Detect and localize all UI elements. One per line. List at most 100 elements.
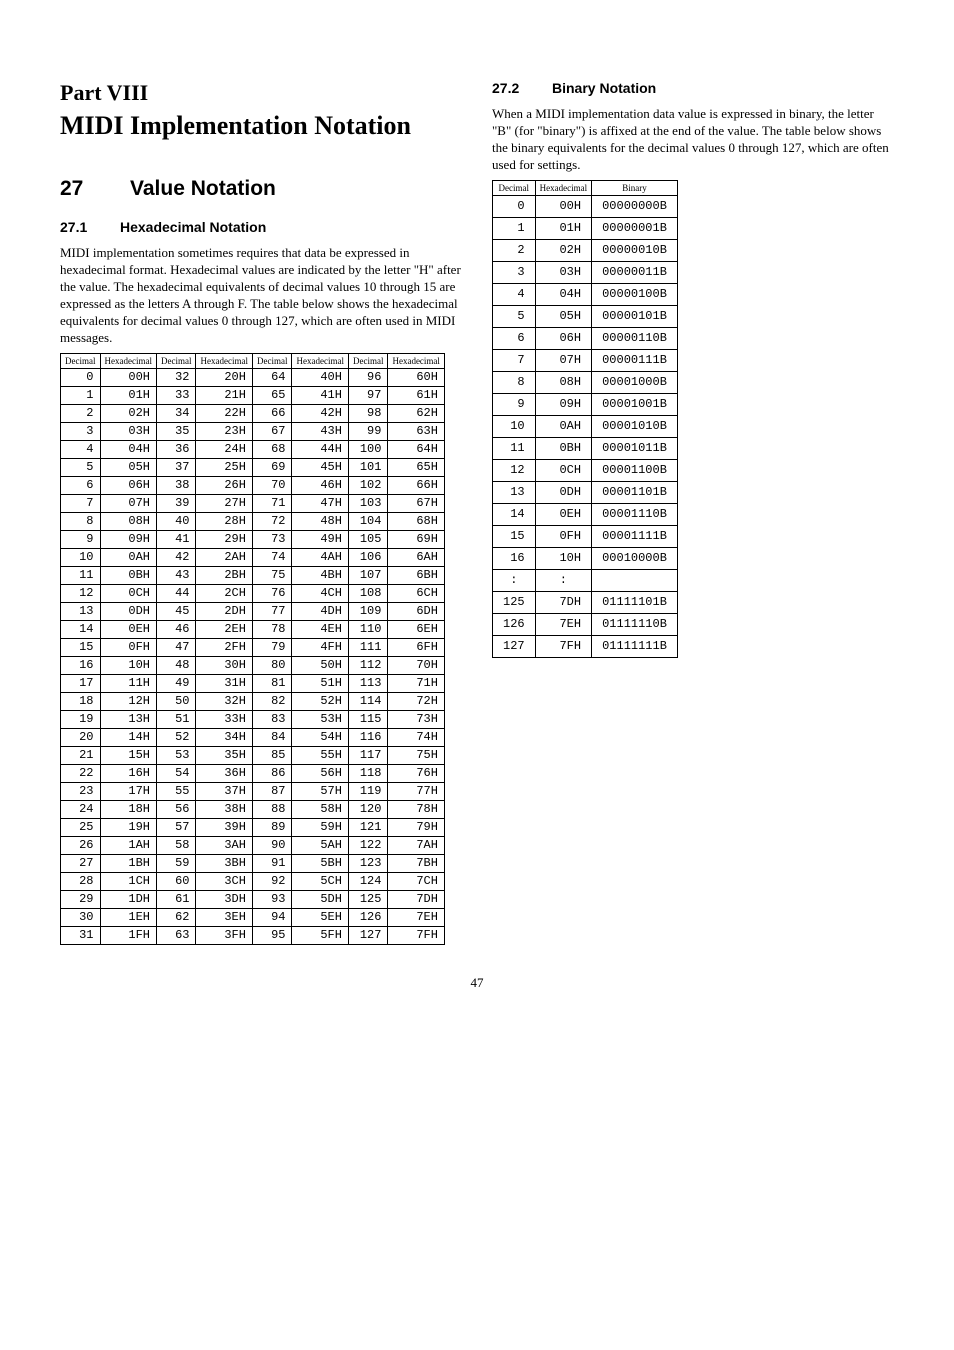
hex-cell: 09H xyxy=(535,393,591,415)
ellipsis-cell: : xyxy=(493,569,536,591)
hex-cell: 6CH xyxy=(388,584,444,602)
hex-cell: 64H xyxy=(388,440,444,458)
dec-cell: 43 xyxy=(156,566,196,584)
hex-cell: 20H xyxy=(196,368,252,386)
hex-cell: 26H xyxy=(196,476,252,494)
dec-cell: 125 xyxy=(493,591,536,613)
hex-cell: 16H xyxy=(100,764,156,782)
section-271-title: Hexadecimal Notation xyxy=(120,219,266,235)
hex-cell: 5CH xyxy=(292,872,348,890)
hex-cell: 63H xyxy=(388,422,444,440)
bin-cell: 00000101B xyxy=(592,305,678,327)
bin-cell: 00001011B xyxy=(592,437,678,459)
dec-cell: 2 xyxy=(493,239,536,261)
hex-cell: 49H xyxy=(292,530,348,548)
table-row: 130DH00001101B xyxy=(493,481,678,503)
bin-cell: 00000010B xyxy=(592,239,678,261)
hex-cell: 0FH xyxy=(535,525,591,547)
table-row: 281CH603CH925CH1247CH xyxy=(61,872,445,890)
hex-cell: 0BH xyxy=(100,566,156,584)
table-row: 150FH00001111B xyxy=(493,525,678,547)
hex-cell: 33H xyxy=(196,710,252,728)
dec-cell: 16 xyxy=(61,656,101,674)
hex-cell: 78H xyxy=(388,800,444,818)
hex-cell: 68H xyxy=(388,512,444,530)
dec-cell: 99 xyxy=(348,422,388,440)
table-row: 100AH422AH744AH1066AH xyxy=(61,548,445,566)
hex-cell: 66H xyxy=(388,476,444,494)
dec-cell: 46 xyxy=(156,620,196,638)
dec-cell: 14 xyxy=(61,620,101,638)
dec-cell: 2 xyxy=(61,404,101,422)
dec-cell: 98 xyxy=(348,404,388,422)
left-column: Part VIII MIDI Implementation Notation 2… xyxy=(60,80,462,945)
hex-cell: 50H xyxy=(292,656,348,674)
dec-cell: 124 xyxy=(348,872,388,890)
table-header: Decimal xyxy=(61,353,101,368)
dec-cell: 118 xyxy=(348,764,388,782)
table-row: 271BH593BH915BH1237BH xyxy=(61,854,445,872)
hex-cell: 01H xyxy=(100,386,156,404)
table-header: Decimal xyxy=(493,180,536,195)
dec-cell: 27 xyxy=(61,854,101,872)
bin-cell: 00000100B xyxy=(592,283,678,305)
table-row: 120CH00001100B xyxy=(493,459,678,481)
dec-cell: 107 xyxy=(348,566,388,584)
hex-cell: 19H xyxy=(100,818,156,836)
dec-cell: 70 xyxy=(252,476,292,494)
dec-cell: 121 xyxy=(348,818,388,836)
dec-cell: 45 xyxy=(156,602,196,620)
table-row: 2519H5739H8959H12179H xyxy=(61,818,445,836)
dec-cell: 4 xyxy=(61,440,101,458)
dec-cell: 80 xyxy=(252,656,292,674)
dec-cell: 39 xyxy=(156,494,196,512)
dec-cell: 94 xyxy=(252,908,292,926)
dec-cell: 32 xyxy=(156,368,196,386)
dec-cell: 73 xyxy=(252,530,292,548)
dec-cell: 18 xyxy=(61,692,101,710)
dec-cell: 95 xyxy=(252,926,292,944)
dec-cell: 3 xyxy=(493,261,536,283)
hex-cell: 3CH xyxy=(196,872,252,890)
hex-cell: 7EH xyxy=(388,908,444,926)
hex-cell: 2DH xyxy=(196,602,252,620)
table-row: 505H3725H6945H10165H xyxy=(61,458,445,476)
dec-cell: 112 xyxy=(348,656,388,674)
hex-cell: 53H xyxy=(292,710,348,728)
dec-cell: 7 xyxy=(493,349,536,371)
dec-cell: 110 xyxy=(348,620,388,638)
dec-cell: 12 xyxy=(493,459,536,481)
dec-cell: 12 xyxy=(61,584,101,602)
hex-cell: 6FH xyxy=(388,638,444,656)
dec-cell: 113 xyxy=(348,674,388,692)
dec-cell: 103 xyxy=(348,494,388,512)
dec-cell: 5 xyxy=(493,305,536,327)
hex-cell: 3DH xyxy=(196,890,252,908)
table-row: 2418H5638H8858H12078H xyxy=(61,800,445,818)
hex-cell: 1AH xyxy=(100,836,156,854)
table-row: 505H00000101B xyxy=(493,305,678,327)
dec-cell: 84 xyxy=(252,728,292,746)
hex-cell: 31H xyxy=(196,674,252,692)
dec-cell: 15 xyxy=(493,525,536,547)
hex-cell: 24H xyxy=(196,440,252,458)
dec-cell: 19 xyxy=(61,710,101,728)
binary-table: DecimalHexadecimalBinary 000H00000000B10… xyxy=(492,180,678,658)
dec-cell: 71 xyxy=(252,494,292,512)
ellipsis-cell xyxy=(592,569,678,591)
hex-cell: 73H xyxy=(388,710,444,728)
hex-cell: 03H xyxy=(100,422,156,440)
dec-cell: 120 xyxy=(348,800,388,818)
table-row: 808H00001000B xyxy=(493,371,678,393)
dec-cell: 60 xyxy=(156,872,196,890)
table-row: 140EH462EH784EH1106EH xyxy=(61,620,445,638)
dec-cell: 42 xyxy=(156,548,196,566)
section-272-num: 27.2 xyxy=(492,80,552,96)
hex-cell: 29H xyxy=(196,530,252,548)
hex-cell: 5FH xyxy=(292,926,348,944)
dec-cell: 108 xyxy=(348,584,388,602)
hex-cell: 4CH xyxy=(292,584,348,602)
dec-cell: 74 xyxy=(252,548,292,566)
dec-cell: 83 xyxy=(252,710,292,728)
hex-cell: 2EH xyxy=(196,620,252,638)
